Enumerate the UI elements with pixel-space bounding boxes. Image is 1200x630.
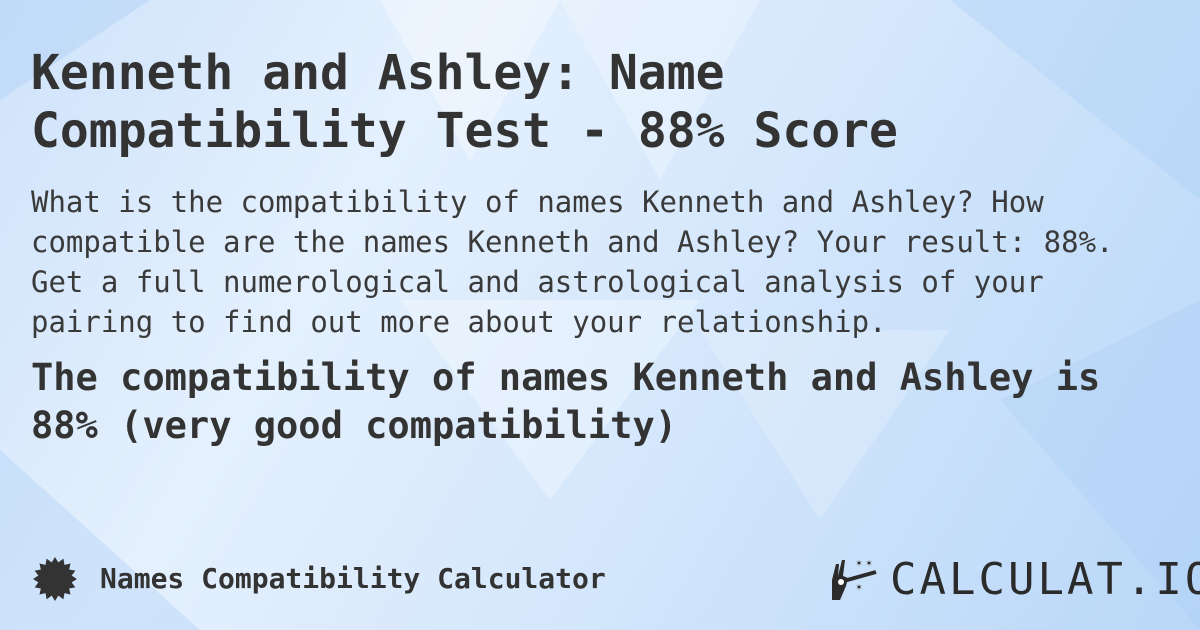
- svg-text:✶: ✶: [856, 558, 862, 569]
- description: What is the compatibility of names Kenne…: [31, 185, 1114, 339]
- badge-icon: [33, 557, 77, 601]
- page-title: Kenneth and Ashley: Name Compatibility T…: [31, 44, 1181, 160]
- logo-text: CALCULAT.IO: [890, 553, 1200, 605]
- svg-text:✶: ✶: [866, 558, 872, 569]
- calculator-name: Names Compatibility Calculator: [100, 562, 606, 595]
- svg-text:✶: ✶: [856, 582, 862, 593]
- result-statement: The compatibility of names Kenneth and A…: [31, 356, 1101, 447]
- title-line: Compatibility Test - 88% Score: [31, 103, 898, 159]
- calculat-logo[interactable]: ✶ ✶ ✶ CALCULAT.IO: [828, 553, 1200, 605]
- magic-hand-wand-icon: ✶ ✶ ✶: [832, 558, 877, 600]
- title-line: Kenneth and Ashley: Name: [31, 45, 725, 101]
